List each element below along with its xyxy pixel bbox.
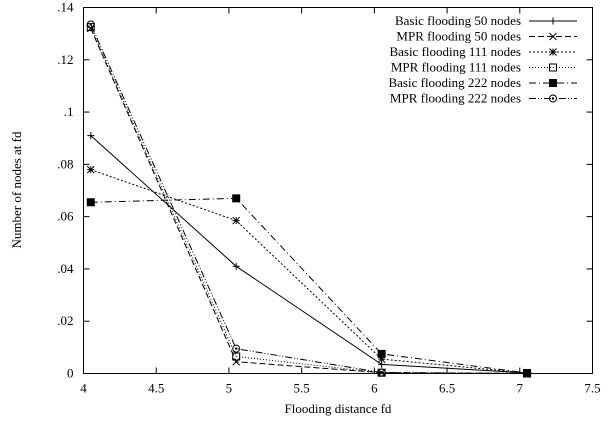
series-3 [86,165,531,377]
x-tick-label: 4.5 [148,381,164,396]
x-tick-label: 7.5 [584,381,600,396]
legend-label: Basic flooding 50 nodes [395,13,521,28]
series-6 [86,20,532,378]
x-tick-label: 7 [517,381,524,396]
data-point [377,368,386,377]
legend-label: Basic flooding 222 nodes [388,75,521,90]
series-line [90,135,528,374]
y-axis-title: Number of nodes at fd [9,131,24,248]
x-tick-label: 6 [371,381,378,396]
series-5 [86,194,532,377]
y-tick-label: .06 [57,209,74,224]
legend-label: MPR flooding 222 nodes [390,91,521,106]
series-1 [87,132,531,377]
legend-entry: Basic flooding 50 nodes [395,13,577,28]
legend-marker [549,94,557,103]
legend-marker [549,32,557,41]
legend-entry: Basic flooding 111 nodes [389,44,577,59]
legend-label: Basic flooding 111 nodes [389,44,521,59]
legend-marker [549,63,557,72]
y-tick-label: .08 [57,156,73,171]
data-point [86,198,95,207]
y-tick-label: 0 [67,366,74,381]
x-tick-label: 6.5 [439,381,455,396]
data-point [87,132,95,140]
legend-marker [549,17,557,25]
legend-label: MPR flooding 50 nodes [396,29,521,44]
x-tick-label: 5 [226,381,233,396]
legend-entry: MPR flooding 111 nodes [391,60,577,75]
data-point [86,165,95,174]
y-tick-label: .04 [57,261,74,276]
series-line [90,24,528,374]
y-tick-label: .02 [57,313,73,328]
y-tick-label: .1 [64,104,74,119]
data-point [232,344,241,353]
data-point [232,262,240,270]
x-tick-label: 4 [80,381,87,396]
legend-marker [549,79,557,87]
axis-ticks: 4 4.5 5 5.5 6 6.5 7 7.5 0 .02 .04 .06 .08 .1 .12 .14 [57,0,600,396]
x-tick-label: 5.5 [294,381,310,396]
legend-entry: MPR flooding 50 nodes [396,29,577,44]
series-line [90,169,528,374]
plot-frame [83,7,593,374]
legend-entry: Basic flooding 222 nodes [388,75,577,90]
data-point [232,194,241,203]
legend-marker [549,48,557,56]
data-point [232,357,241,366]
y-tick-label: .14 [57,0,74,15]
legend-entry: MPR flooding 222 nodes [390,91,577,106]
series-layer [86,20,532,378]
data-point [86,20,95,29]
data-point [523,369,532,378]
data-point [377,349,386,358]
data-point [232,352,241,361]
y-tick-label: .12 [57,52,73,67]
data-point [232,216,241,225]
series-line [90,197,528,374]
legend-label: MPR flooding 111 nodes [391,60,521,75]
x-axis-title: Flooding distance fd [285,401,392,416]
